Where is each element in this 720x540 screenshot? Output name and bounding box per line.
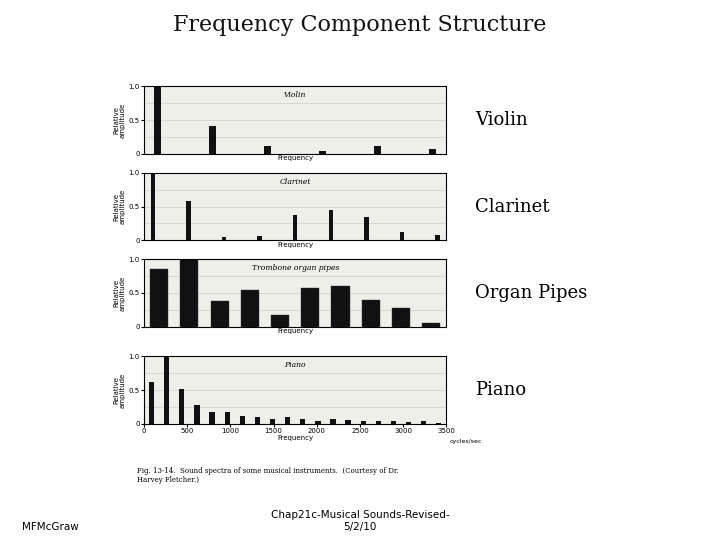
Bar [258,236,262,240]
Bar [149,382,154,424]
Bar [270,418,275,424]
Text: Clarinet: Clarinet [279,178,311,186]
Bar [346,420,351,424]
X-axis label: Frequency: Frequency [277,156,313,161]
Text: Piano: Piano [284,361,306,369]
Bar [186,201,191,240]
Bar [150,269,168,327]
Bar [361,421,366,424]
Bar [421,421,426,424]
Text: Fig. 13-14.  Sound spectra of some musical instruments.  (Courtesy of Dr.
Harvey: Fig. 13-14. Sound spectra of some musica… [137,467,399,484]
Bar [429,148,436,154]
Bar [264,146,271,154]
Bar [293,214,297,240]
Bar [301,287,320,327]
Bar [240,416,245,424]
Bar [210,301,229,327]
Bar [331,286,350,327]
Bar [315,421,320,424]
Bar [319,151,326,154]
Text: Frequency Component Structure: Frequency Component Structure [174,14,546,36]
Text: Clarinet: Clarinet [475,198,549,215]
Text: MFMcGraw: MFMcGraw [22,522,78,532]
X-axis label: Frequency: Frequency [277,435,313,442]
Bar [194,405,199,424]
Text: Trombone organ pipes: Trombone organ pipes [251,264,339,272]
Y-axis label: Relative
amplitude: Relative amplitude [113,275,126,310]
Bar [330,418,336,424]
Text: Violin: Violin [284,91,307,99]
Bar [285,417,290,424]
Bar [400,232,404,240]
Bar [361,300,380,327]
Bar [255,417,260,424]
Bar [391,421,396,424]
Bar [364,217,369,240]
Bar [222,237,226,240]
Bar [179,389,184,424]
Bar [422,323,441,327]
Text: cycles/sec: cycles/sec [449,438,482,444]
Y-axis label: Relative
amplitude: Relative amplitude [113,373,126,408]
Bar [392,308,410,327]
X-axis label: Frequency: Frequency [277,328,313,334]
Text: Organ Pipes: Organ Pipes [475,284,588,302]
Bar [240,289,259,327]
Bar [436,235,440,240]
Y-axis label: Relative
amplitude: Relative amplitude [113,103,126,138]
Bar [376,421,381,424]
Bar [300,418,305,424]
Y-axis label: Relative
amplitude: Relative amplitude [113,189,126,224]
Bar [374,146,381,154]
X-axis label: Frequency: Frequency [277,242,313,248]
Text: Piano: Piano [475,381,526,399]
Text: Violin: Violin [475,111,528,129]
Bar [210,411,215,424]
Bar [210,126,216,154]
Bar [150,173,155,240]
Bar [225,411,230,424]
Bar [154,86,161,154]
Bar [271,314,289,327]
Bar [328,210,333,240]
Bar [436,422,441,424]
Text: Chap21c-Musical Sounds-Revised-
5/2/10: Chap21c-Musical Sounds-Revised- 5/2/10 [271,510,449,532]
Bar [164,356,169,424]
Bar [406,422,411,424]
Bar [180,259,199,327]
